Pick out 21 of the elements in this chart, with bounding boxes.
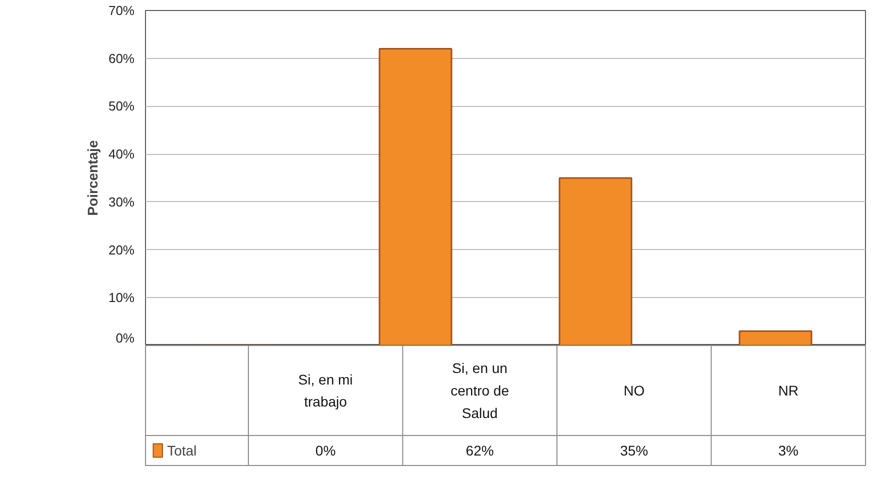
data-label: 0% xyxy=(315,442,336,458)
bar xyxy=(738,330,812,345)
y-tick-label: 30% xyxy=(108,194,135,210)
y-tick-label: 0% xyxy=(116,330,135,346)
bar xyxy=(378,48,452,345)
y-axis-title: Poircentaje xyxy=(84,140,100,216)
y-tick-label: 60% xyxy=(108,50,135,66)
bar xyxy=(558,177,632,345)
y-tick-label: 40% xyxy=(108,146,135,162)
legend-label: Total xyxy=(167,442,197,458)
y-tick-label: 20% xyxy=(108,242,135,258)
data-label: 3% xyxy=(778,442,798,458)
data-label: 35% xyxy=(620,442,648,458)
y-tick-label: 70% xyxy=(108,3,135,18)
x-tick-label: Si, en un centro de Salud xyxy=(450,360,510,421)
x-tick-label: Si, en mi trabajo xyxy=(298,371,353,410)
y-tick-label: 50% xyxy=(108,98,135,114)
x-tick-label: NR xyxy=(778,382,798,398)
data-label: 62% xyxy=(466,442,494,458)
y-tick-label: 10% xyxy=(108,290,135,306)
x-tick-label: NO xyxy=(624,382,645,398)
